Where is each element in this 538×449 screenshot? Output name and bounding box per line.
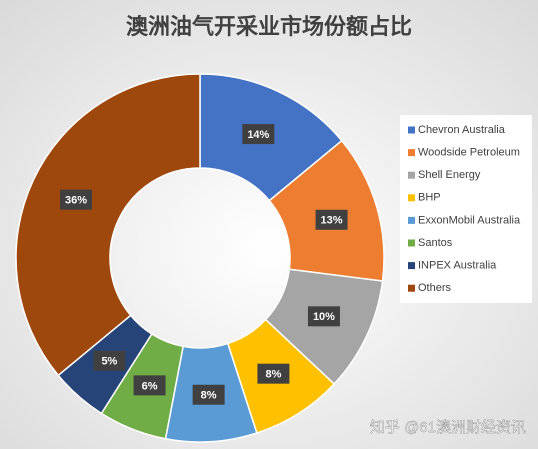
legend-swatch: [408, 149, 415, 157]
legend-label: ExxonMobil Australia: [418, 214, 521, 226]
label-box: [133, 375, 166, 396]
legend-box: [400, 115, 532, 303]
legend-swatch: [408, 126, 415, 134]
label-box: [315, 209, 348, 230]
watermark: 知乎 @61澳洲财经资讯: [370, 419, 526, 436]
label-box: [242, 124, 275, 145]
slice: [15, 73, 201, 377]
legend-label: Chevron Australia: [418, 124, 506, 136]
data-label: 14%: [247, 129, 269, 141]
label-box: [192, 384, 225, 405]
legend-label: INPEX Australia: [418, 260, 497, 272]
legend-label: Others: [418, 282, 452, 294]
legend-swatch: [408, 239, 415, 247]
label-box: [60, 189, 93, 210]
data-label: 5%: [101, 356, 117, 368]
data-label: 13%: [321, 215, 343, 227]
legend-label: BHP: [418, 192, 441, 204]
legend-label: Woodside Petroleum: [418, 147, 520, 159]
data-label: 6%: [142, 380, 158, 392]
label-box: [93, 350, 126, 371]
data-label: 8%: [265, 369, 281, 381]
data-label: 8%: [201, 390, 217, 402]
legend-swatch: [408, 284, 415, 292]
label-box: [307, 306, 340, 327]
chart-title: 澳洲油气开采业市场份额占比: [126, 14, 412, 39]
legend-swatch: [408, 216, 415, 224]
legend-label: Santos: [418, 237, 453, 249]
legend-swatch: [408, 262, 415, 270]
legend-swatch: [408, 194, 415, 202]
legend-label: Shell Energy: [418, 169, 481, 181]
label-box: [257, 363, 290, 384]
legend-swatch: [408, 171, 415, 179]
data-label: 36%: [65, 195, 87, 207]
data-label: 10%: [313, 311, 335, 323]
